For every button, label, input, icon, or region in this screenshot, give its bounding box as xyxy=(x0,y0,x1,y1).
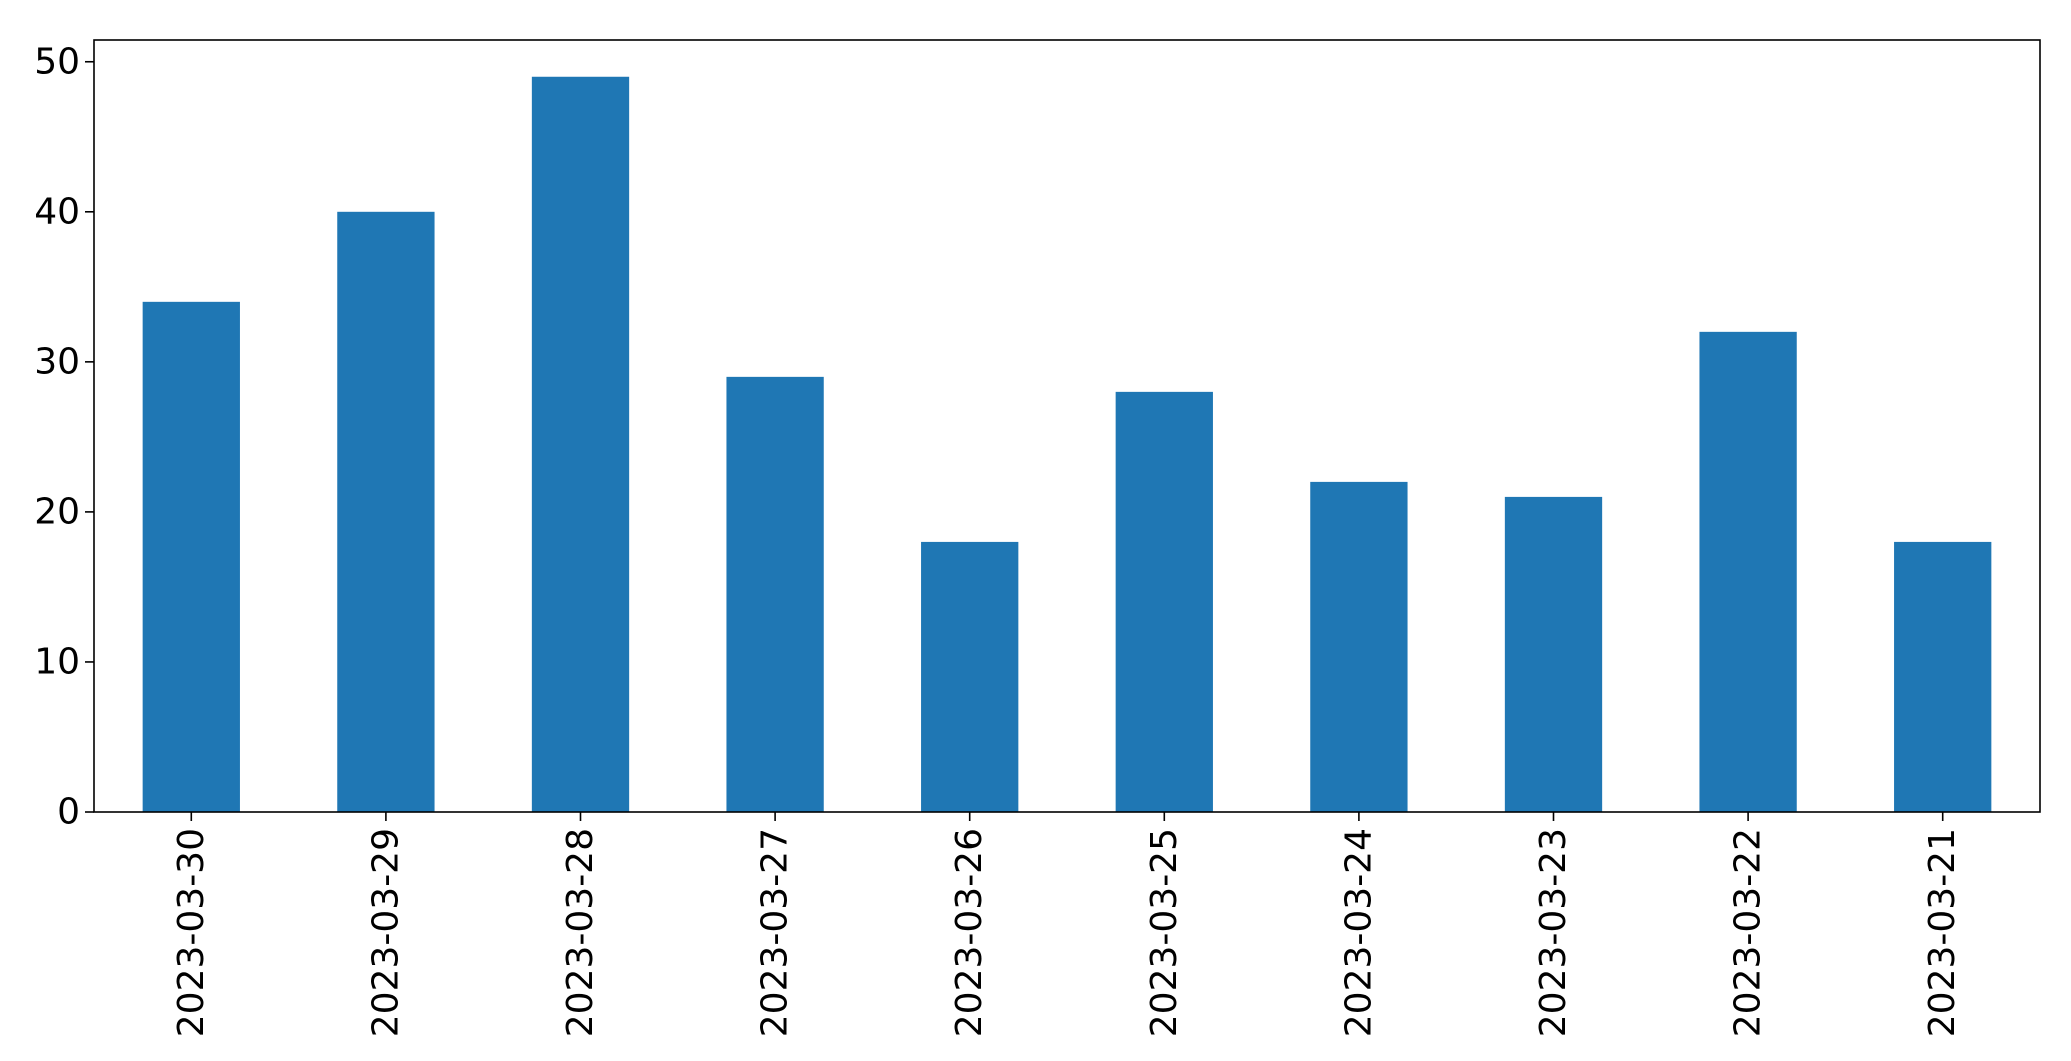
bar-2023-03-28 xyxy=(531,76,630,812)
bar-2023-03-29 xyxy=(337,211,435,812)
y-axis: 0 10 20 30 40 50 xyxy=(34,41,94,833)
bar-2023-03-26 xyxy=(921,541,1019,812)
x-axis: 2023-03-30 2023-03-29 2023-03-28 2023-03-27… xyxy=(171,812,1963,1037)
bar-2023-03-22 xyxy=(1699,331,1797,812)
bar-2023-03-27 xyxy=(726,376,824,812)
bar-2023-03-24 xyxy=(1310,481,1408,812)
plot-frame xyxy=(93,39,2041,813)
x-tick-label: 2023-03-29 xyxy=(365,828,406,1037)
y-tick-label: 50 xyxy=(34,41,80,82)
bar-2023-03-25 xyxy=(1115,391,1213,812)
y-tick-label: 0 xyxy=(57,792,80,833)
x-tick-label: 2023-03-24 xyxy=(1338,828,1379,1037)
y-tick-label: 10 xyxy=(34,641,80,682)
x-tick-label: 2023-03-30 xyxy=(171,828,212,1037)
x-tick-label: 2023-03-21 xyxy=(1922,828,1963,1037)
x-tick-label: 2023-03-25 xyxy=(1144,828,1185,1037)
x-tick-label: 2023-03-26 xyxy=(949,828,990,1037)
y-tick-label: 30 xyxy=(34,341,80,382)
x-tick-label: 2023-03-22 xyxy=(1728,828,1769,1037)
bar-2023-03-21 xyxy=(1894,541,1992,812)
x-tick-label: 2023-03-23 xyxy=(1533,828,1574,1037)
y-tick-label: 40 xyxy=(34,191,80,232)
bar-2023-03-23 xyxy=(1504,496,1603,812)
y-tick-label: 20 xyxy=(34,491,80,532)
bar-2023-03-30 xyxy=(142,301,240,812)
x-tick-label: 2023-03-28 xyxy=(560,828,601,1037)
x-tick-label: 2023-03-27 xyxy=(755,828,796,1037)
bars-group xyxy=(142,76,1992,812)
